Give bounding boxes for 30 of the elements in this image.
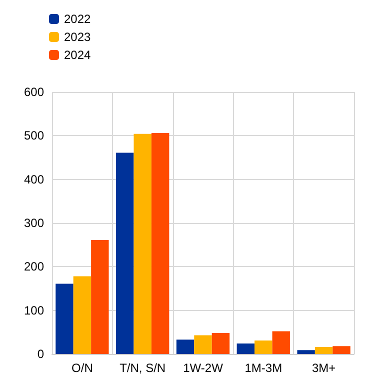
y-tick-label: 300 (24, 216, 44, 230)
y-tick-label: 600 (24, 85, 44, 99)
bar (297, 350, 315, 354)
x-tick-label: O/N (72, 361, 93, 375)
bar (194, 335, 212, 354)
y-tick-label: 400 (24, 172, 44, 186)
bar (151, 133, 170, 354)
bar (134, 134, 152, 354)
y-tick-label: 500 (24, 128, 44, 143)
y-tick-label: 100 (24, 303, 44, 318)
bar (73, 276, 92, 354)
y-tick-label: 0 (37, 347, 44, 361)
bar (236, 344, 255, 354)
x-tick-label: 3M+ (312, 361, 336, 375)
bar (176, 340, 194, 354)
bar (272, 331, 290, 354)
bar (56, 284, 74, 354)
bar (254, 340, 272, 354)
legend-label: 2023 (64, 30, 92, 44)
bar (91, 240, 109, 354)
x-tick-label: 1M-3M (244, 361, 282, 375)
bar (332, 346, 350, 354)
bar (212, 333, 230, 354)
bar (314, 347, 333, 354)
x-tick-label: 1W-2W (183, 361, 224, 375)
x-tick-label: T/N, S/N (120, 361, 166, 375)
y-tick-label: 200 (24, 260, 44, 274)
legend-label: 2022 (64, 12, 92, 26)
bar (116, 152, 134, 354)
legend-label: 2024 (64, 48, 92, 62)
